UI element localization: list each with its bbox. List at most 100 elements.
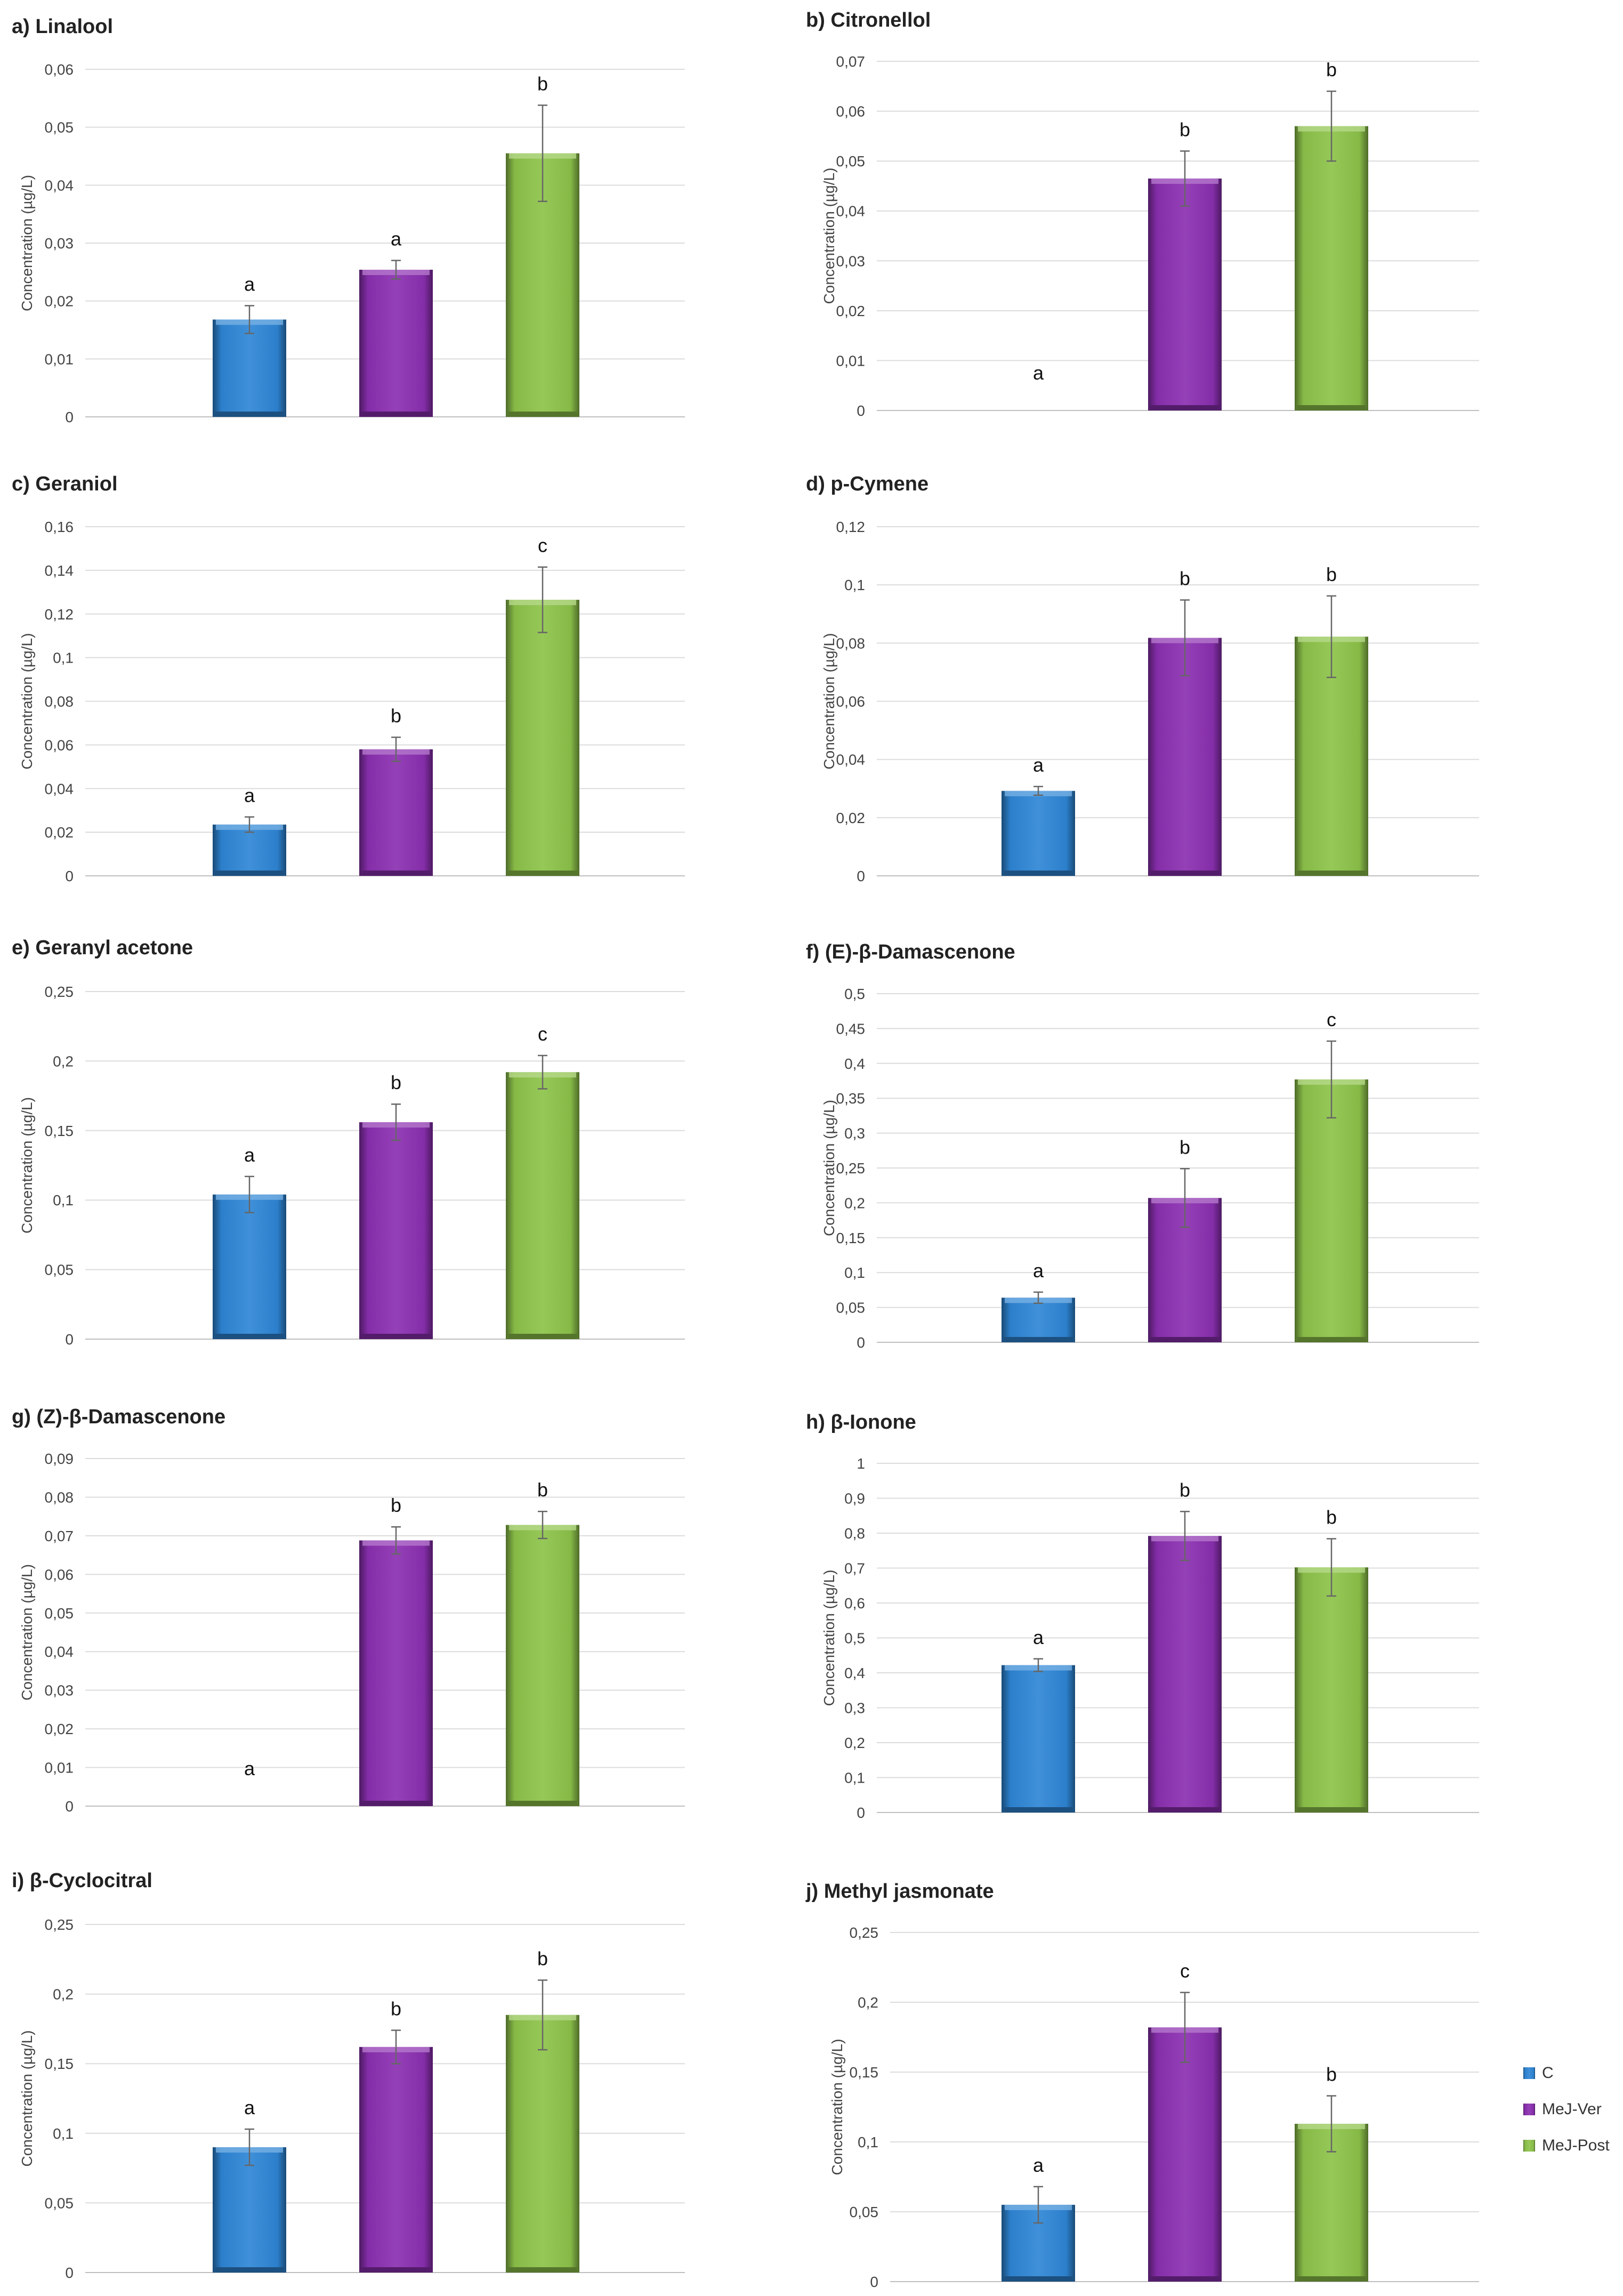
bar bbox=[213, 2147, 286, 2273]
chart-title: g) (Z)-β-Damascenone bbox=[12, 1406, 225, 1428]
y-tick-label: 0,25 bbox=[836, 1160, 866, 1177]
y-tick-label: 0 bbox=[857, 868, 865, 884]
bar bbox=[359, 1540, 433, 1806]
y-axis-title: Concentration (µg/L) bbox=[19, 1097, 35, 1234]
significance-letter: b bbox=[537, 1479, 548, 1501]
y-tick-label: 0,1 bbox=[53, 2125, 74, 2142]
significance-letter: c bbox=[1327, 1009, 1336, 1030]
significance-letter: b bbox=[1180, 1136, 1190, 1158]
y-tick-label: 0,05 bbox=[850, 2204, 879, 2220]
y-tick-label: 0,06 bbox=[836, 694, 866, 710]
y-tick-label: 0,4 bbox=[844, 1056, 865, 1072]
bar-bottom-bevel bbox=[508, 1801, 577, 1806]
y-tick-label: 0 bbox=[857, 402, 865, 419]
bar bbox=[359, 2047, 433, 2273]
y-tick-label: 0,3 bbox=[844, 1125, 865, 1142]
bar-bottom-bevel bbox=[1297, 2276, 1366, 2282]
y-tick-label: 0,06 bbox=[45, 61, 74, 78]
bar-bottom-bevel bbox=[1150, 405, 1220, 410]
y-tick-label: 0 bbox=[65, 868, 74, 884]
chart-panel: a) Linalool 0 0,01 0,02 0,03 0,04 0,05 0,06 Conc… bbox=[12, 15, 685, 425]
y-tick-label: 0,01 bbox=[45, 351, 74, 367]
chart-panel: d) p-Cymene 0 0,02 0,04 0,06 0,08 0,1 0,12 Conce… bbox=[806, 473, 1479, 884]
y-tick-label: 0,1 bbox=[844, 577, 865, 593]
y-tick-label: 0 bbox=[65, 409, 74, 425]
chart-title: e) Geranyl acetone bbox=[12, 937, 193, 959]
y-tick-label: 0,4 bbox=[844, 1665, 865, 1681]
y-axis-title: Concentration (µg/L) bbox=[821, 1100, 837, 1236]
y-tick-label: 0,04 bbox=[45, 177, 74, 194]
significance-letter: b bbox=[1326, 563, 1337, 585]
y-tick-label: 0,2 bbox=[858, 1994, 878, 2011]
y-tick-label: 0,03 bbox=[45, 1682, 74, 1699]
legend-swatch bbox=[1523, 2067, 1535, 2079]
chart-panel: i) β-Cyclocitral 0 0,05 0,1 0,15 0,2 0,25 Conce… bbox=[12, 1870, 685, 2281]
significance-letter: b bbox=[1326, 1506, 1337, 1528]
y-tick-label: 0,5 bbox=[844, 986, 865, 1002]
chart-panel: c) Geraniol 0 0,02 0,04 0,06 0,08 0,1 0,12 0,14 0… bbox=[12, 473, 685, 884]
significance-letter: a bbox=[1033, 2154, 1044, 2176]
significance-letter: a bbox=[1033, 1626, 1044, 1648]
y-tick-label: 0,04 bbox=[45, 1644, 74, 1660]
bar-bottom-bevel bbox=[1297, 871, 1366, 876]
y-tick-label: 0,01 bbox=[45, 1760, 74, 1776]
y-tick-label: 0,06 bbox=[836, 103, 866, 120]
bar bbox=[506, 1525, 579, 1806]
significance-letter: b bbox=[537, 72, 548, 94]
y-tick-label: 0,7 bbox=[844, 1560, 865, 1577]
chart-panel: g) (Z)-β-Damascenone 0 0,01 0,02 0,03 0,04 0,0… bbox=[12, 1406, 685, 1815]
significance-letter: c bbox=[538, 1023, 547, 1045]
chart-panel: e) Geranyl acetone 0 0,05 0,1 0,15 0,2 0,25 Con… bbox=[12, 937, 685, 1348]
y-tick-label: 0,06 bbox=[45, 737, 74, 753]
y-tick-label: 0,1 bbox=[53, 1192, 74, 1209]
chart-title: j) Methyl jasmonate bbox=[805, 1880, 994, 1903]
bar-bottom-bevel bbox=[215, 2267, 284, 2273]
y-tick-label: 0,14 bbox=[45, 562, 74, 579]
bar-bottom-bevel bbox=[1004, 2276, 1073, 2282]
y-axis-title: Concentration (µg/L) bbox=[19, 2031, 35, 2167]
chart-title: c) Geraniol bbox=[12, 473, 118, 495]
y-tick-label: 0 bbox=[857, 1804, 865, 1821]
bar-bottom-bevel bbox=[1297, 1337, 1366, 1342]
y-tick-label: 0,2 bbox=[844, 1195, 865, 1211]
chart-panel: h) β-Ionone 0 0,1 0,2 0,3 0,4 0,5 0,6 0,7 0,8 0,9 1… bbox=[806, 1411, 1479, 1821]
y-tick-label: 0,02 bbox=[836, 303, 866, 319]
chart-title: h) β-Ionone bbox=[806, 1411, 916, 1433]
y-tick-label: 0,2 bbox=[53, 1053, 74, 1069]
bar bbox=[1002, 1298, 1075, 1342]
significance-letter: a bbox=[391, 228, 402, 250]
y-tick-label: 0,04 bbox=[836, 752, 866, 768]
bar-bottom-bevel bbox=[1004, 1807, 1073, 1812]
bar-bottom-bevel bbox=[361, 1334, 431, 1339]
significance-letter: b bbox=[1326, 2064, 1337, 2085]
chart-panel: f) (E)-β-Damascenone 0 0,05 0,1 0,15 0,2 0,25 0… bbox=[806, 941, 1479, 1351]
significance-letter: a bbox=[244, 1144, 255, 1166]
bar bbox=[506, 600, 579, 876]
y-tick-label: 0,2 bbox=[844, 1735, 865, 1751]
bar bbox=[213, 1194, 286, 1339]
y-tick-label: 0,07 bbox=[836, 53, 866, 70]
bar bbox=[1295, 126, 1368, 411]
y-tick-label: 0,25 bbox=[45, 1916, 74, 1933]
y-tick-label: 0,1 bbox=[844, 1264, 865, 1281]
bar-bottom-bevel bbox=[1004, 871, 1073, 876]
y-tick-label: 0,2 bbox=[53, 1986, 74, 2003]
bar-bottom-bevel bbox=[1150, 871, 1220, 876]
y-tick-label: 0,05 bbox=[45, 1605, 74, 1622]
y-tick-label: 0,45 bbox=[836, 1020, 866, 1037]
y-tick-label: 0,3 bbox=[844, 1700, 865, 1717]
y-tick-label: 0,35 bbox=[836, 1090, 866, 1107]
bar bbox=[1295, 1079, 1368, 1342]
bar-bottom-bevel bbox=[1150, 1807, 1220, 1812]
chart-panel: b) Citronellol 0 0,01 0,02 0,03 0,04 0,05 0,06 0… bbox=[806, 9, 1479, 419]
chart-title: i) β-Cyclocitral bbox=[12, 1870, 152, 1892]
bar bbox=[1002, 1665, 1075, 1812]
significance-letter: a bbox=[244, 273, 255, 295]
bar-bottom-bevel bbox=[1004, 1337, 1073, 1342]
significance-letter: a bbox=[1033, 1260, 1044, 1282]
y-tick-label: 0,1 bbox=[844, 1770, 865, 1786]
bar bbox=[506, 2015, 579, 2273]
y-tick-label: 0,02 bbox=[45, 824, 74, 841]
y-tick-label: 0,1 bbox=[53, 650, 74, 666]
significance-letter: b bbox=[391, 705, 401, 727]
